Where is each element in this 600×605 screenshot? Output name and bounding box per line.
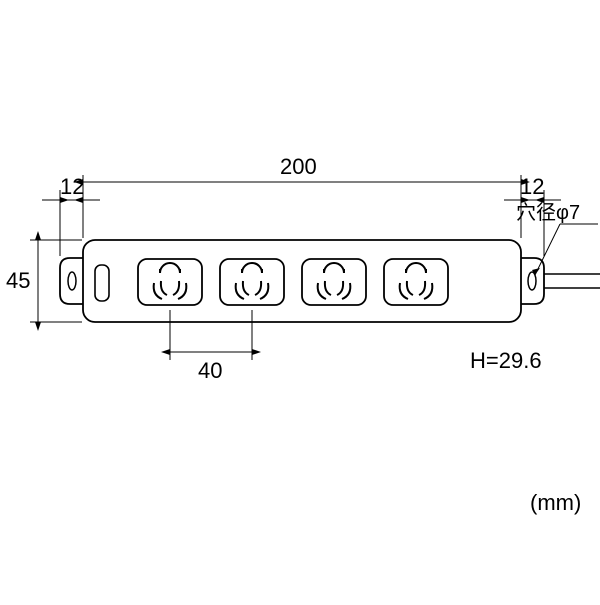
technical-drawing: 200 12 12 45 40 穴径φ7 H=29.6 (mm): [0, 0, 600, 600]
hole-diameter-note: 穴径φ7: [516, 196, 580, 225]
outlet-3: [302, 259, 366, 305]
drawing-svg: [0, 0, 600, 600]
dim-width-total: 200: [280, 154, 317, 180]
left-mounting-tab: [60, 258, 83, 304]
switch-indicator: [95, 265, 109, 301]
outlet-1: [138, 259, 202, 305]
unit-label: (mm): [530, 490, 581, 516]
right-mounting-tab: [521, 258, 544, 304]
dim-left-tab: 12: [60, 174, 84, 200]
dim-height: 45: [6, 268, 30, 294]
dim-pitch: 40: [198, 358, 222, 384]
outlet-2: [220, 259, 284, 305]
depth-note: H=29.6: [470, 348, 542, 374]
left-mount-hole: [68, 272, 76, 290]
outlet-4: [384, 259, 448, 305]
